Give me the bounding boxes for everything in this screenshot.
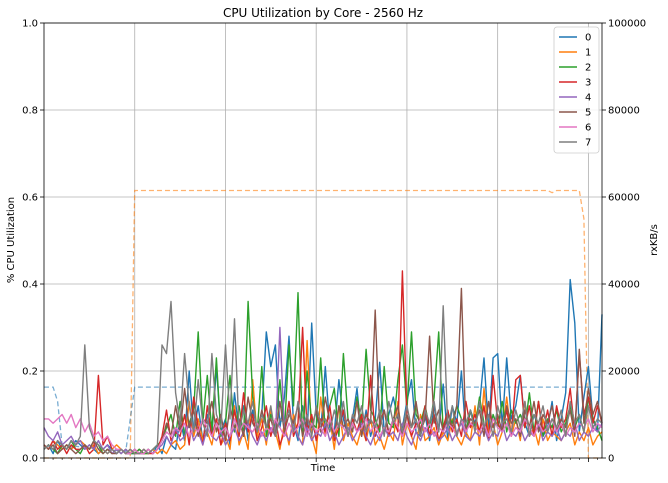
legend-label: 7 [585, 138, 591, 149]
y-tick-label-right: 100000 [608, 19, 646, 30]
axis-ticks: 0.0 0.2 0.4 0.6 0.8 1.0 0 20000 40000 60000 80000 1… [22, 19, 646, 465]
series-line-core-7 [43, 300, 603, 455]
y-tick-label: 0.0 [22, 454, 38, 465]
y-tick-label: 1.0 [22, 19, 38, 30]
legend-label: 6 [585, 123, 591, 134]
chart-title: CPU Utilization by Core - 2560 Hz [223, 6, 423, 20]
y-axis-label-right: rxKB/s [649, 224, 660, 256]
y-axis-label: % CPU Utilization [6, 197, 17, 283]
grid [44, 22, 602, 459]
legend-label: 3 [585, 78, 591, 89]
y-tick-label: 0.4 [22, 280, 38, 291]
y-tick-label: 0.8 [22, 106, 38, 117]
legend-label: 4 [585, 93, 591, 104]
y-tick-label: 0.6 [22, 193, 38, 204]
legend-label: 5 [585, 108, 591, 119]
y-tick-label-right: 40000 [608, 280, 640, 291]
legend-label: 1 [585, 48, 591, 59]
plot-frame [43, 22, 603, 459]
legend-label: 2 [585, 63, 591, 74]
core-series [43, 270, 603, 455]
legend-label: 0 [585, 33, 591, 44]
legend: 0 1 2 3 4 5 6 7 [553, 26, 600, 154]
y-tick-label-right: 0 [608, 454, 614, 465]
y-tick-label-right: 20000 [608, 367, 640, 378]
y-tick-label: 0.2 [22, 367, 38, 378]
series-line-core-6 [44, 413, 603, 455]
rx-series-line [44, 189, 602, 459]
legend-box [553, 26, 600, 154]
x-axis-label: Time [310, 463, 335, 474]
y-tick-label-right: 80000 [608, 106, 640, 117]
y-tick-label-right: 60000 [608, 193, 640, 204]
